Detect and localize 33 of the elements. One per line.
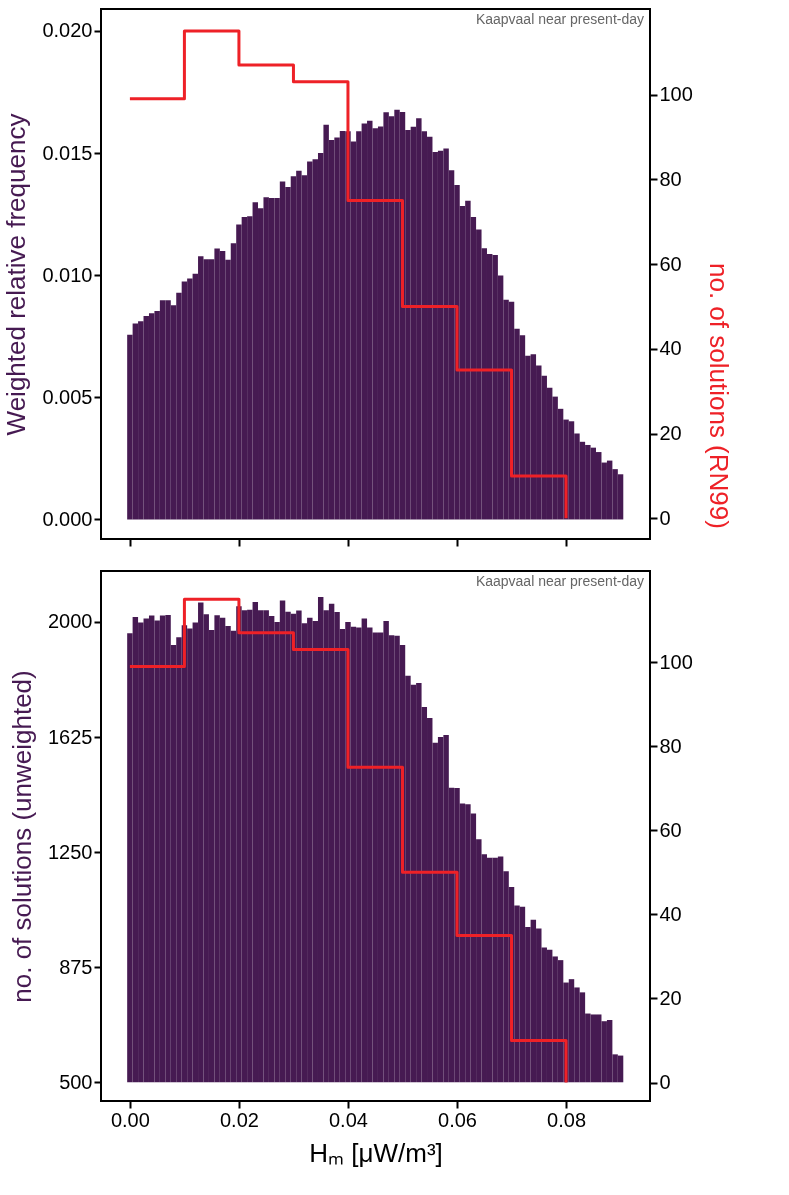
y-tick-label: 0.000 bbox=[42, 507, 93, 530]
x-tick-label: 0.08 bbox=[547, 1108, 587, 1131]
y2-axis-title: no. of solutions (RN99) bbox=[703, 262, 734, 529]
x-tick-label: 0.00 bbox=[110, 1108, 150, 1131]
y2-tick-label: 0 bbox=[659, 506, 671, 529]
x-axis-title: Hₘ [μW/m³] bbox=[309, 1137, 443, 1168]
annotation: Kaapvaal near present-day bbox=[475, 11, 644, 27]
y2-tick-label: 100 bbox=[659, 83, 693, 106]
y-axis-title: Weighted relative frequency bbox=[1, 113, 32, 436]
y-tick-label: 0.015 bbox=[42, 141, 93, 164]
y2-tick-label: 80 bbox=[659, 167, 682, 190]
y-axis-title: no. of solutions (unweighted) bbox=[7, 670, 38, 1003]
y2-tick-label: 40 bbox=[659, 337, 682, 360]
y2-tick-label: 100 bbox=[659, 650, 693, 673]
y-tick-label: 2000 bbox=[48, 610, 93, 633]
y-tick-label: 0.010 bbox=[42, 263, 93, 286]
x-tick-label: 0.04 bbox=[329, 1108, 368, 1131]
y2-tick-label: 60 bbox=[659, 252, 682, 275]
y2-tick-label: 20 bbox=[659, 986, 682, 1009]
y-tick-label: 1250 bbox=[48, 840, 93, 863]
y2-tick-label: 60 bbox=[659, 818, 682, 841]
y-tick-label: 0.005 bbox=[42, 385, 93, 408]
y2-tick-label: 40 bbox=[659, 902, 682, 925]
annotation: Kaapvaal near present-day bbox=[475, 573, 644, 589]
x-tick-label: 0.06 bbox=[438, 1108, 477, 1131]
y-tick-label: 1625 bbox=[48, 725, 93, 748]
x-tick-label: 0.02 bbox=[219, 1108, 259, 1131]
y2-tick-label: 20 bbox=[659, 422, 682, 445]
y-tick-label: 875 bbox=[59, 955, 93, 978]
y-tick-label: 500 bbox=[59, 1070, 93, 1093]
y2-tick-label: 0 bbox=[659, 1071, 671, 1094]
y2-tick-label: 80 bbox=[659, 734, 682, 757]
y-tick-label: 0.020 bbox=[42, 19, 93, 42]
